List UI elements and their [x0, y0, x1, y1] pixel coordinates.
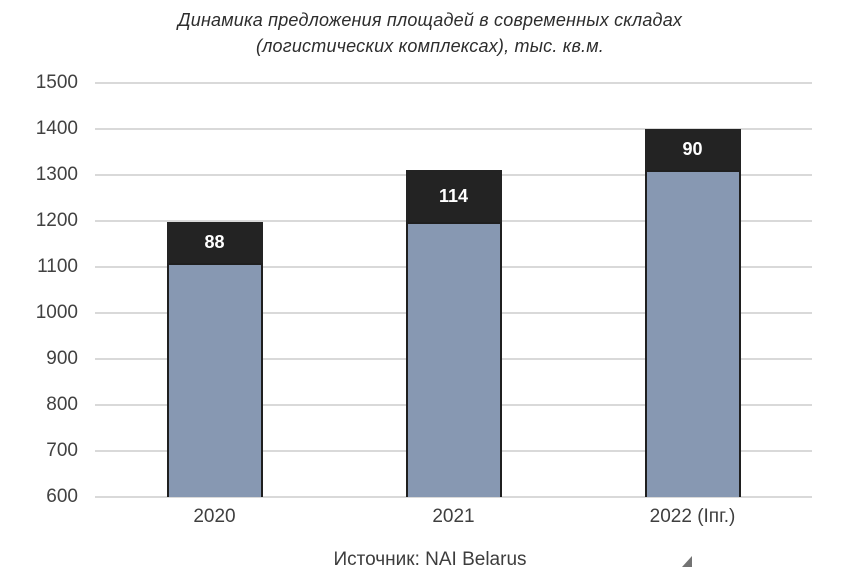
gridline — [95, 82, 812, 84]
source-caption: Источник: NAI Belarus — [333, 549, 527, 570]
gridline — [95, 496, 812, 498]
y-tick-label: 700 — [46, 440, 78, 461]
chart-title-line-1: Динамика предложения площадей в современ… — [177, 10, 683, 30]
bar-segment-existing-stock — [644, 169, 741, 497]
y-tick-label: 1200 — [35, 210, 78, 231]
bar-segment-new-supply: 114 — [405, 169, 502, 223]
y-tick-label: 1000 — [35, 302, 78, 323]
x-axis-label: 2022 (Iпг.) — [649, 506, 736, 527]
y-tick-label: 600 — [46, 486, 78, 507]
gridline — [95, 128, 812, 130]
artifact-mark — [682, 556, 692, 567]
bar-segment-existing-stock — [166, 262, 263, 497]
y-tick-label: 1300 — [35, 164, 78, 185]
x-axis-label: 2021 — [432, 506, 475, 527]
y-tick-label: 1400 — [35, 118, 78, 139]
x-axis-label: 2020 — [193, 506, 236, 527]
y-tick-label: 1500 — [35, 72, 78, 93]
chart-title-line-2: (логистических комплексах), тыс. кв.м. — [256, 36, 604, 56]
y-tick-label: 900 — [46, 348, 78, 369]
plot-area: 88 114 90 — [95, 82, 812, 498]
y-tick-label: 800 — [46, 394, 78, 415]
bar-segment-existing-stock — [405, 222, 502, 497]
bar-value-label: 114 — [438, 185, 469, 206]
bar-value-label: 90 — [682, 138, 703, 159]
y-tick-label: 1100 — [37, 256, 78, 277]
bar-segment-new-supply: 90 — [644, 128, 741, 170]
bar-value-label: 88 — [204, 232, 225, 253]
bar-segment-new-supply: 88 — [166, 222, 263, 263]
